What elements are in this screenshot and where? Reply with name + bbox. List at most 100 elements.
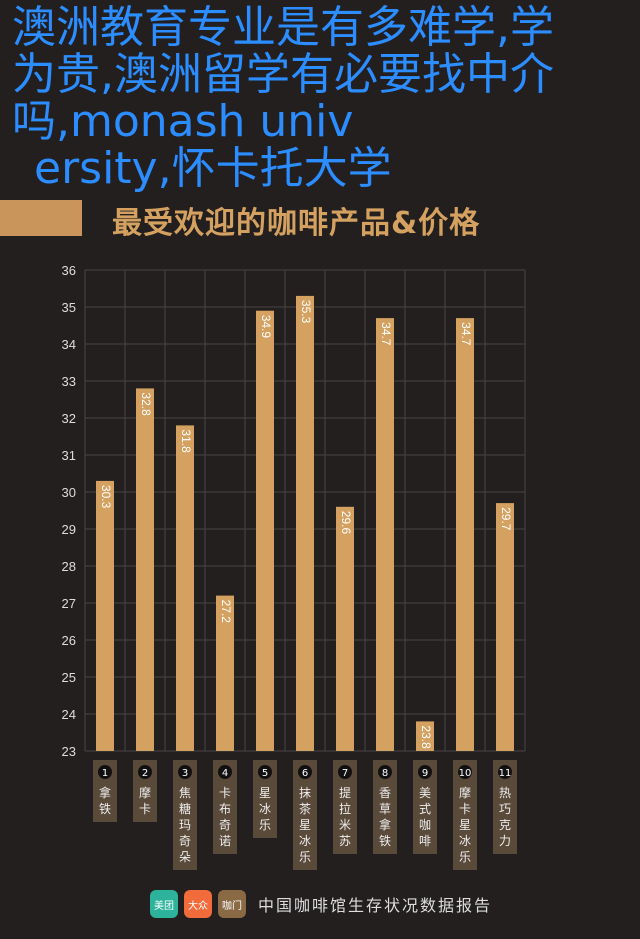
category-label-char: 焦	[179, 786, 191, 800]
title-accent-gap	[82, 200, 95, 236]
category-label-char: 乐	[299, 850, 311, 864]
category-number-badge	[178, 765, 192, 779]
category-number: 3	[182, 768, 188, 779]
category-label-char: 拿	[99, 785, 111, 800]
meituan-logo: 美团	[150, 890, 178, 918]
bar	[416, 721, 434, 751]
category-label-char: 卡	[459, 802, 471, 816]
y-tick-label: 25	[62, 670, 76, 685]
bar	[96, 480, 114, 751]
category-label-char: 冰	[259, 802, 271, 816]
category-label-char: 摩	[139, 785, 151, 800]
category-label-char: 朵	[179, 850, 191, 864]
category-label-char: 热	[499, 786, 511, 800]
category-label-char: 玛	[179, 818, 191, 832]
y-tick-label: 36	[62, 263, 76, 278]
category-label-char: 布	[219, 802, 231, 816]
category-label-char: 克	[499, 818, 511, 832]
category-number-badge	[298, 765, 312, 779]
category-label-char: 苏	[339, 834, 351, 848]
category-label-char: 抹	[299, 786, 311, 800]
category-number: 4	[222, 768, 228, 779]
category-label-char: 力	[499, 834, 511, 848]
footer: 美团 大众 咖门 中国咖啡馆生存状况数据报告	[150, 890, 492, 918]
category-label-char: 乐	[259, 818, 271, 832]
category-number-badge	[378, 765, 392, 779]
y-tick-label: 24	[62, 707, 76, 722]
category-label-char: 糖	[179, 801, 191, 816]
dianping-logo: 大众	[184, 890, 212, 918]
category-label-char: 星	[259, 786, 271, 800]
title-accent-bar	[0, 200, 95, 236]
overlay-caption: 澳洲教育专业是有多难学,学 为贵,澳洲留学有必要找中介 吗,monash uni…	[12, 4, 632, 192]
category-label-char: 卡	[139, 802, 151, 816]
bar-value-label: 32.8	[139, 392, 153, 416]
bar	[216, 595, 234, 751]
category-number-badge	[138, 765, 152, 779]
y-tick-label: 31	[62, 448, 76, 463]
category-label-char: 星	[299, 818, 311, 832]
category-number: 6	[302, 768, 308, 779]
chart-title: 最受欢迎的咖啡产品&价格	[112, 206, 481, 241]
category-number: 10	[459, 768, 472, 779]
y-tick-label: 35	[62, 300, 76, 315]
category-label-char: 提	[339, 785, 351, 800]
category-label-char: 铁	[379, 834, 391, 848]
category-label-char: 美	[419, 786, 431, 800]
bar-value-label: 34.7	[459, 322, 473, 346]
bar	[256, 310, 274, 751]
category-number-badge	[258, 765, 272, 779]
category-label-char: 奇	[219, 818, 231, 832]
bar-value-label: 30.3	[99, 485, 113, 509]
category-label-char: 草	[379, 802, 391, 816]
kamen-logo: 咖门	[218, 890, 246, 918]
category-label-char: 拿	[379, 817, 391, 832]
category-number: 7	[342, 768, 348, 779]
y-tick-label: 29	[62, 522, 76, 537]
category-label-char: 拉	[339, 801, 351, 816]
y-tick-label: 28	[62, 559, 76, 574]
category-label-char: 冰	[459, 834, 471, 848]
category-label-char: 香	[379, 786, 391, 800]
category-number-badge	[458, 765, 472, 779]
category-number: 8	[382, 768, 388, 779]
y-tick-label: 33	[62, 374, 76, 389]
bar	[176, 425, 194, 751]
category-label-char: 巧	[499, 802, 511, 816]
overlay-line: 澳洲教育专业是有多难学,学	[12, 2, 554, 53]
bar-value-label: 23.8	[419, 725, 433, 749]
category-label-char: 冰	[299, 834, 311, 848]
category-number-badge	[338, 765, 352, 779]
category-label-char: 茶	[299, 801, 311, 816]
bar	[456, 318, 474, 751]
bar-value-label: 34.9	[259, 315, 273, 339]
category-label-char: 星	[459, 818, 471, 832]
category-label-char: 铁	[99, 802, 111, 816]
category-number-badge	[218, 765, 232, 779]
category-label-char: 式	[419, 802, 431, 816]
y-tick-label: 30	[62, 485, 76, 500]
bar-value-label: 35.3	[299, 300, 313, 324]
category-label-char: 咖	[419, 817, 431, 832]
category-label-char: 乐	[459, 850, 471, 864]
category-label-char: 奇	[179, 834, 191, 848]
y-tick-label: 27	[62, 596, 76, 611]
bar-value-label: 34.7	[379, 322, 393, 346]
overlay-line: ersity,怀卡托大学	[34, 143, 392, 194]
category-label-char: 诺	[219, 834, 231, 848]
y-tick-label: 34	[62, 337, 76, 352]
overlay-line: 为贵,澳洲留学有必要找中介	[12, 49, 554, 100]
y-tick-label: 26	[62, 633, 76, 648]
y-tick-label: 32	[62, 411, 76, 426]
bar	[336, 506, 354, 751]
bar	[136, 388, 154, 751]
category-label-char: 摩	[459, 785, 471, 800]
category-number-badge	[498, 765, 512, 779]
bar-value-label: 29.6	[339, 511, 353, 535]
category-number: 9	[422, 768, 428, 779]
category-label-char: 啡	[419, 834, 431, 848]
bar	[376, 318, 394, 751]
overlay-line: 吗,monash univ	[12, 96, 354, 147]
bar-value-label: 29.7	[499, 507, 513, 531]
category-number: 11	[499, 768, 512, 779]
